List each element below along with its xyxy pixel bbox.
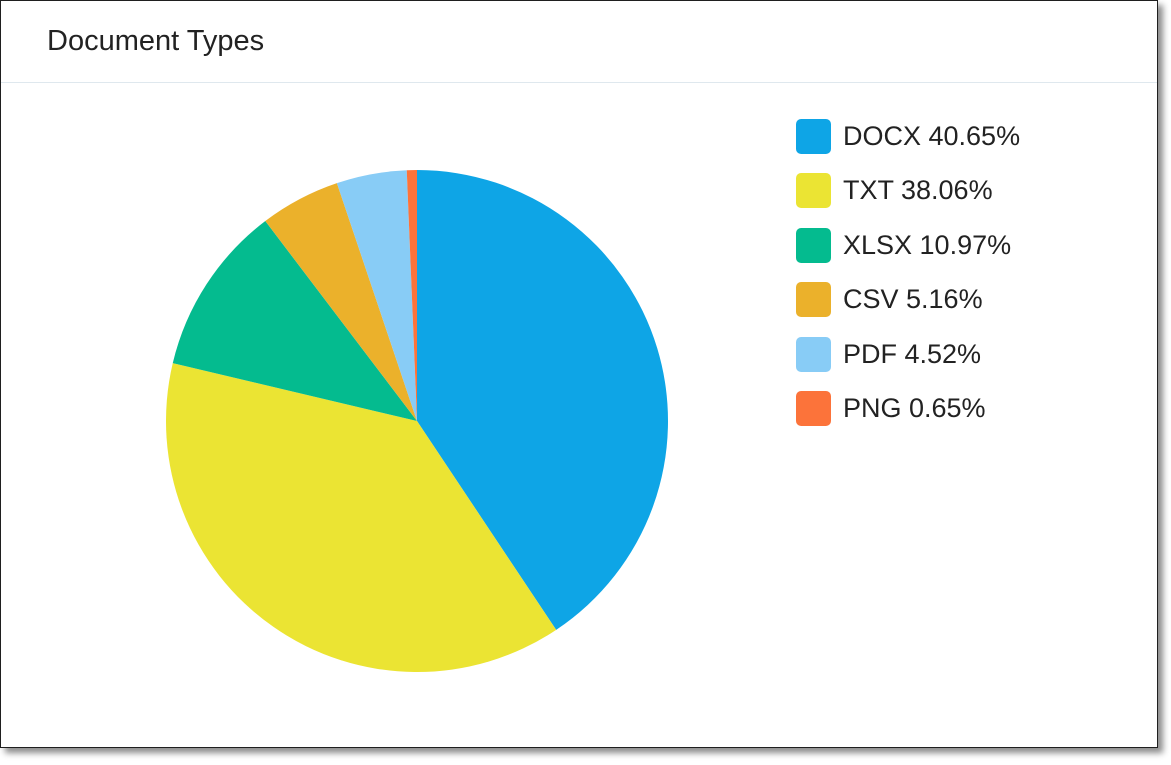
legend-swatch: [796, 227, 831, 263]
legend-swatch: [796, 173, 831, 209]
card-header: Document Types: [1, 1, 1157, 83]
legend-label: PDF 4.52%: [843, 338, 982, 369]
pie-slice-docx[interactable]: [417, 170, 668, 630]
legend-swatch: [796, 336, 831, 372]
pie-slice-txt[interactable]: [165, 363, 557, 672]
pie-slice-csv[interactable]: [265, 183, 417, 421]
legend-label: CSV 5.16%: [843, 284, 983, 315]
legend-label: TXT 38.06%: [843, 175, 993, 206]
chart-title: Document Types: [47, 25, 265, 57]
legend-item-docx[interactable]: DOCX 40.65%: [796, 118, 1020, 154]
pie-slice-pdf[interactable]: [336, 170, 417, 421]
legend-swatch: [796, 282, 831, 318]
legend-item-xlsx[interactable]: XLSX 10.97%: [796, 227, 1020, 263]
chart-legend: DOCX 40.65% TXT 38.06% XLSX 10.97% CSV 5.16…: [796, 118, 1020, 446]
legend-swatch: [796, 118, 831, 154]
legend-item-pdf[interactable]: PDF 4.52%: [796, 336, 1020, 372]
legend-swatch: [796, 391, 831, 427]
pie-slice-png[interactable]: [406, 170, 417, 421]
pie-chart: [165, 170, 668, 672]
legend-item-txt[interactable]: TXT 38.06%: [796, 173, 1020, 209]
pie-slice-xlsx[interactable]: [172, 221, 417, 421]
legend-label: PNG 0.65%: [843, 393, 986, 424]
legend-item-csv[interactable]: CSV 5.16%: [796, 282, 1020, 318]
legend-label: XLSX 10.97%: [843, 229, 1012, 260]
chart-card: Document Types DOCX 40.65% TXT 38.06% XLSX…: [0, 0, 1158, 748]
legend-item-png[interactable]: PNG 0.65%: [796, 391, 1020, 427]
legend-label: DOCX 40.65%: [843, 120, 1021, 151]
